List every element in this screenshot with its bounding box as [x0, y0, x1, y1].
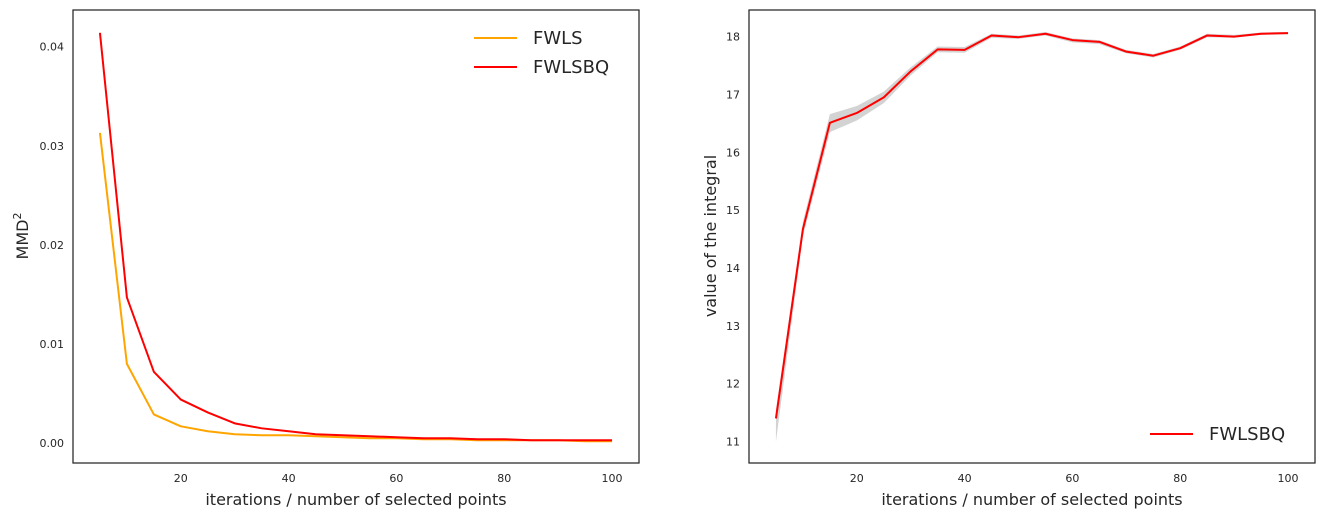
mmd-chart: 20 40 60 80 100 0.00 0.01 0.02 0.03 0.04 iterati…: [11, 9, 640, 509]
integral-x-tick-label: 20: [850, 472, 864, 485]
integral-chart-ylabel: value of the integral: [701, 155, 720, 317]
mmd-y-tick-label: 0.02: [40, 239, 65, 252]
mmd-legend-label-fwls: FWLS: [533, 28, 583, 49]
integral-x-tick-label: 100: [1278, 472, 1299, 485]
mmd-x-tick-label: 40: [282, 472, 296, 485]
mmd-x-tick-label: 20: [174, 472, 188, 485]
mmd-y-tick-label: 0.03: [40, 140, 65, 153]
integral-chart-frame: [748, 9, 1316, 464]
integral-series-line-fwlsbq: [774, 32, 1289, 419]
integral-x-tick-label: 60: [1065, 472, 1079, 485]
integral-chart-xlabel: iterations / number of selected points: [881, 490, 1182, 509]
mmd-chart-xlabel: iterations / number of selected points: [205, 490, 506, 509]
mmd-chart-frame: [72, 9, 640, 464]
mmd-legend-label-fwlsbq: FWLSBQ: [533, 57, 609, 78]
integral-chart: 20 40 60 80 100 11 12 13 14 15 16 17 18 iterations …: [701, 9, 1316, 509]
integral-legend-label-fwlsbq: FWLSBQ: [1209, 424, 1285, 445]
integral-y-tick-label: 16: [726, 146, 740, 159]
mmd-y-tick-label: 0.00: [40, 437, 65, 450]
mmd-y-tick-label: 0.04: [40, 41, 65, 54]
integral-y-tick-label: 13: [726, 320, 740, 333]
mmd-x-tick-label: 80: [497, 472, 511, 485]
mmd-y-tick-label: 0.01: [40, 338, 65, 351]
mmd-x-tick-label: 60: [389, 472, 403, 485]
integral-y-tick-label: 15: [726, 204, 740, 217]
integral-y-tick-label: 17: [726, 88, 740, 101]
mmd-chart-ylabel: MMD2: [11, 213, 32, 260]
integral-y-tick-label: 14: [726, 262, 740, 275]
mmd-series-line-fwlsbq: [98, 32, 613, 442]
integral-y-tick-label: 11: [726, 436, 740, 449]
mmd-x-tick-label: 100: [602, 472, 623, 485]
integral-x-tick-label: 40: [958, 472, 972, 485]
integral-confidence-band: [775, 31, 1289, 442]
integral-x-tick-label: 80: [1173, 472, 1187, 485]
integral-y-tick-label: 12: [726, 378, 740, 391]
integral-y-tick-label: 18: [726, 31, 740, 44]
